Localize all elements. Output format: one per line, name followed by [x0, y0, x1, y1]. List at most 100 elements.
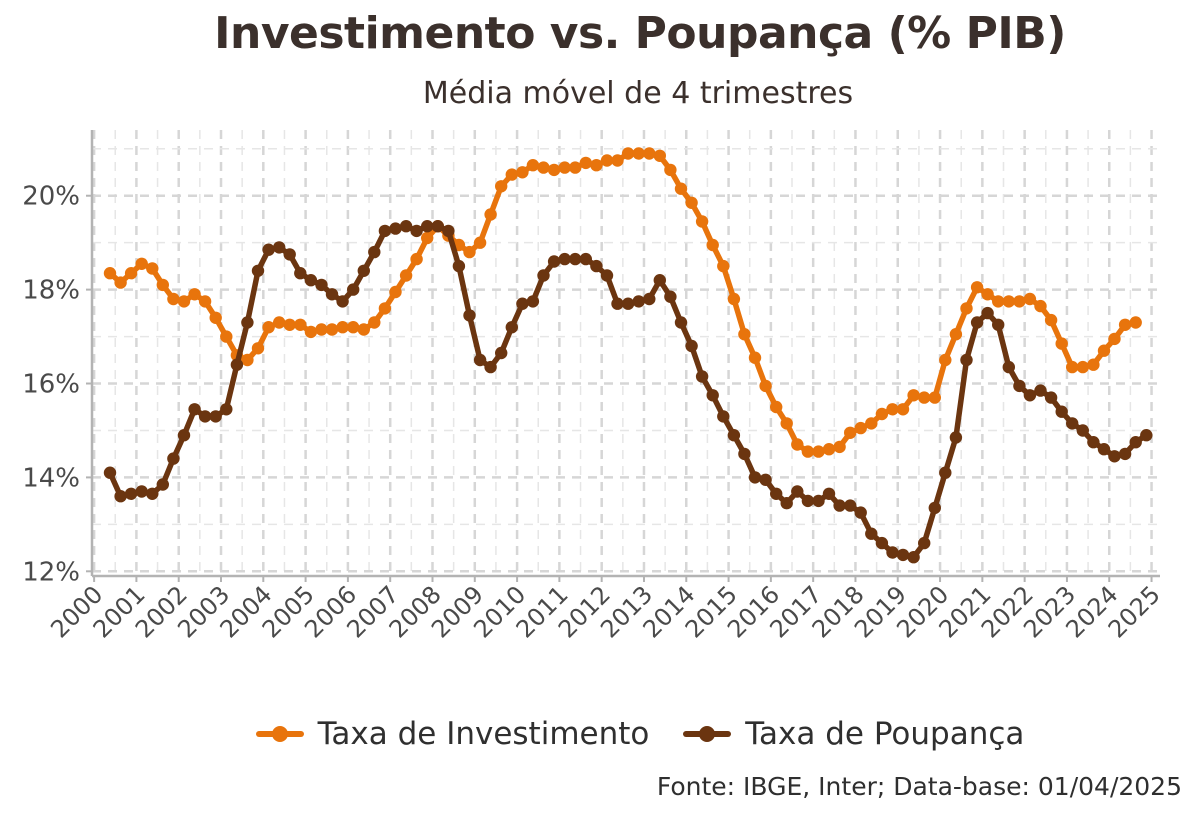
- line-chart: 12%14%16%18%20%2000200120022003200420052…: [22, 130, 1166, 643]
- data-point: [368, 316, 381, 329]
- data-point: [1013, 295, 1026, 308]
- data-point: [1076, 424, 1090, 437]
- data-point: [992, 318, 1005, 331]
- data-point: [177, 429, 191, 442]
- data-point: [812, 445, 825, 458]
- data-point: [1023, 389, 1037, 402]
- data-point: [981, 306, 994, 320]
- data-point: [928, 501, 941, 515]
- data-point: [695, 370, 709, 383]
- data-point: [473, 353, 487, 367]
- data-point: [981, 288, 994, 301]
- data-point: [939, 353, 952, 367]
- data-point: [791, 438, 804, 451]
- data-point: [791, 485, 804, 498]
- data-point: [854, 421, 867, 435]
- data-point: [505, 321, 518, 334]
- data-point: [685, 339, 698, 353]
- data-point: [992, 295, 1005, 308]
- data-point: [156, 278, 169, 292]
- chart-title: Investimento vs. Poupança (% PIB): [214, 8, 1066, 59]
- data-point: [1002, 295, 1015, 308]
- data-point: [611, 297, 624, 310]
- chart-subtitle: Média móvel de 4 trimestres: [422, 76, 854, 111]
- data-point: [1055, 405, 1068, 418]
- data-point: [854, 506, 867, 519]
- data-point: [695, 215, 709, 228]
- data-point: [336, 321, 349, 334]
- data-point: [124, 487, 138, 500]
- data-point: [1108, 332, 1121, 346]
- data-point: [547, 163, 561, 177]
- data-point: [674, 316, 688, 329]
- data-point: [1002, 360, 1015, 374]
- data-point: [1013, 379, 1026, 393]
- data-point: [780, 497, 793, 510]
- data-point: [865, 417, 878, 430]
- data-point: [1140, 429, 1153, 442]
- data-point: [653, 274, 666, 287]
- data-point: [1129, 436, 1142, 449]
- data-point: [886, 403, 899, 416]
- data-point: [1044, 313, 1058, 327]
- data-point: [833, 440, 846, 454]
- data-point: [579, 156, 592, 170]
- data-point: [135, 257, 148, 270]
- data-point: [146, 487, 159, 500]
- data-point: [273, 241, 286, 254]
- data-point: [632, 147, 645, 160]
- legend-key-poupanca: [683, 714, 732, 754]
- data-point: [1087, 358, 1100, 371]
- data-point: [759, 379, 772, 393]
- data-point: [833, 499, 846, 512]
- data-point: [156, 478, 169, 491]
- data-point: [949, 328, 963, 341]
- data-point: [759, 473, 772, 486]
- data-point: [463, 309, 476, 322]
- data-point: [251, 264, 265, 277]
- data-point: [727, 292, 741, 306]
- data-point: [907, 551, 920, 564]
- data-point: [188, 403, 201, 416]
- data-point: [590, 159, 603, 172]
- data-point: [505, 168, 518, 181]
- data-point: [283, 318, 296, 331]
- data-point: [198, 295, 212, 308]
- data-point: [558, 252, 571, 266]
- data-point: [706, 238, 719, 252]
- data-point: [463, 245, 476, 259]
- data-point: [717, 410, 730, 423]
- data-point: [1129, 316, 1142, 329]
- data-point: [706, 389, 719, 402]
- data-point: [325, 288, 339, 301]
- data-point: [949, 431, 963, 444]
- data-point: [399, 220, 413, 233]
- data-point: [421, 231, 434, 245]
- data-point: [1076, 360, 1090, 374]
- data-point: [822, 487, 836, 500]
- data-point: [241, 316, 254, 329]
- legend-item-poupanca: Taxa de Poupança: [683, 714, 1024, 754]
- data-point: [653, 149, 666, 162]
- legend-item-investimento: Taxa de Investimento: [255, 714, 649, 754]
- series: [103, 147, 1153, 564]
- data-point: [336, 295, 349, 308]
- data-point: [146, 262, 159, 275]
- legend-dot-poupanca: [699, 726, 716, 742]
- data-point: [918, 536, 931, 550]
- data-point: [632, 295, 645, 308]
- data-point: [114, 490, 127, 503]
- data-point: [970, 316, 984, 329]
- data-point: [960, 353, 973, 367]
- data-point: [135, 485, 148, 498]
- legend-label-poupanca: Taxa de Poupança: [745, 716, 1025, 752]
- data-point: [452, 259, 466, 273]
- data-point: [495, 180, 508, 193]
- axes: 12%14%16%18%20%2000200120022003200420052…: [22, 130, 1166, 643]
- y-tick-label: 12%: [22, 557, 80, 587]
- data-point: [611, 154, 624, 167]
- legend-dot-investimento: [271, 726, 288, 742]
- data-point: [484, 360, 497, 374]
- data-point: [473, 236, 487, 249]
- data-point: [643, 292, 656, 306]
